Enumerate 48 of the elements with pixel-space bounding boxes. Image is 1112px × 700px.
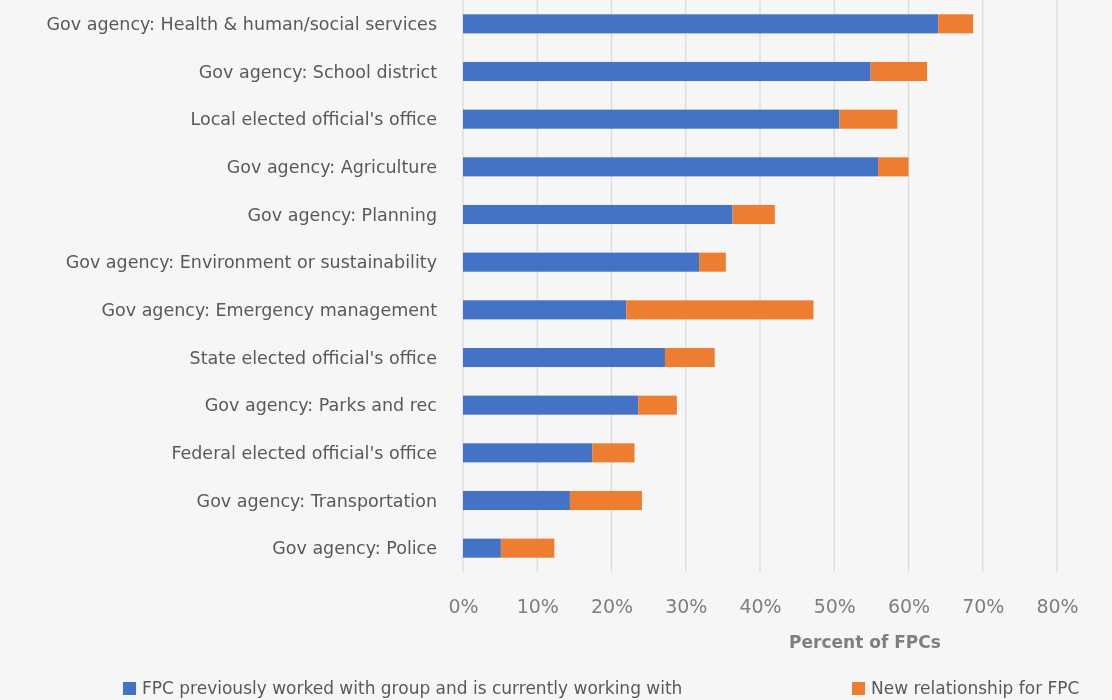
bar [463, 14, 939, 34]
bar [463, 300, 627, 320]
bar [699, 252, 726, 272]
bar [592, 443, 635, 463]
x-tick-label: 0% [448, 595, 479, 618]
y-tick-label: State elected official's office [189, 347, 437, 368]
legend-label: FPC previously worked with group and is currently working with [142, 678, 683, 698]
y-tick-label: Gov agency: Agriculture [226, 156, 437, 177]
bar [500, 538, 555, 558]
bar [638, 395, 677, 415]
bar [569, 490, 642, 511]
x-tick-label: 50% [813, 595, 856, 618]
bar [463, 443, 593, 463]
bar [463, 395, 639, 415]
x-tick-label: 10% [516, 595, 559, 618]
y-tick-label: Federal elected official's office [171, 442, 437, 463]
bar [732, 204, 775, 225]
bar [463, 109, 840, 129]
bar [463, 61, 871, 82]
x-tick-label: 30% [665, 595, 708, 618]
x-tick-label: 20% [590, 595, 634, 618]
bar [463, 347, 665, 368]
x-tick-label: 80% [1036, 595, 1079, 618]
y-tick-label: Gov agency: Police [272, 538, 437, 559]
bar [463, 204, 733, 225]
y-tick-label: Gov agency: School district [198, 61, 438, 82]
bar [938, 14, 974, 34]
bar [839, 109, 898, 129]
x-tick-label: 40% [739, 595, 782, 618]
y-tick-label: Gov agency: Planning [247, 204, 437, 225]
y-tick-label: Local elected official's office [190, 109, 437, 130]
x-tick-label: 60% [887, 595, 931, 618]
bar [664, 347, 715, 368]
legend-label: New relationship for FPC [871, 678, 1080, 698]
x-tick-label: 70% [962, 595, 1005, 618]
bar [626, 300, 814, 320]
y-tick-label: Gov agency: Environment or sustainability [65, 252, 437, 273]
y-tick-label: Gov agency: Emergency management [101, 299, 438, 320]
bar [463, 157, 879, 177]
x-axis-title: Percent of FPCs [789, 632, 941, 652]
y-tick-label: Gov agency: Transportation [196, 490, 437, 511]
bar [878, 157, 909, 177]
bar [463, 252, 700, 272]
y-tick-label: Gov agency: Parks and rec [204, 395, 437, 416]
bar [463, 538, 501, 558]
y-tick-label: Gov agency: Health & human/social services [46, 13, 437, 34]
bar [870, 61, 928, 82]
bar [463, 490, 570, 511]
